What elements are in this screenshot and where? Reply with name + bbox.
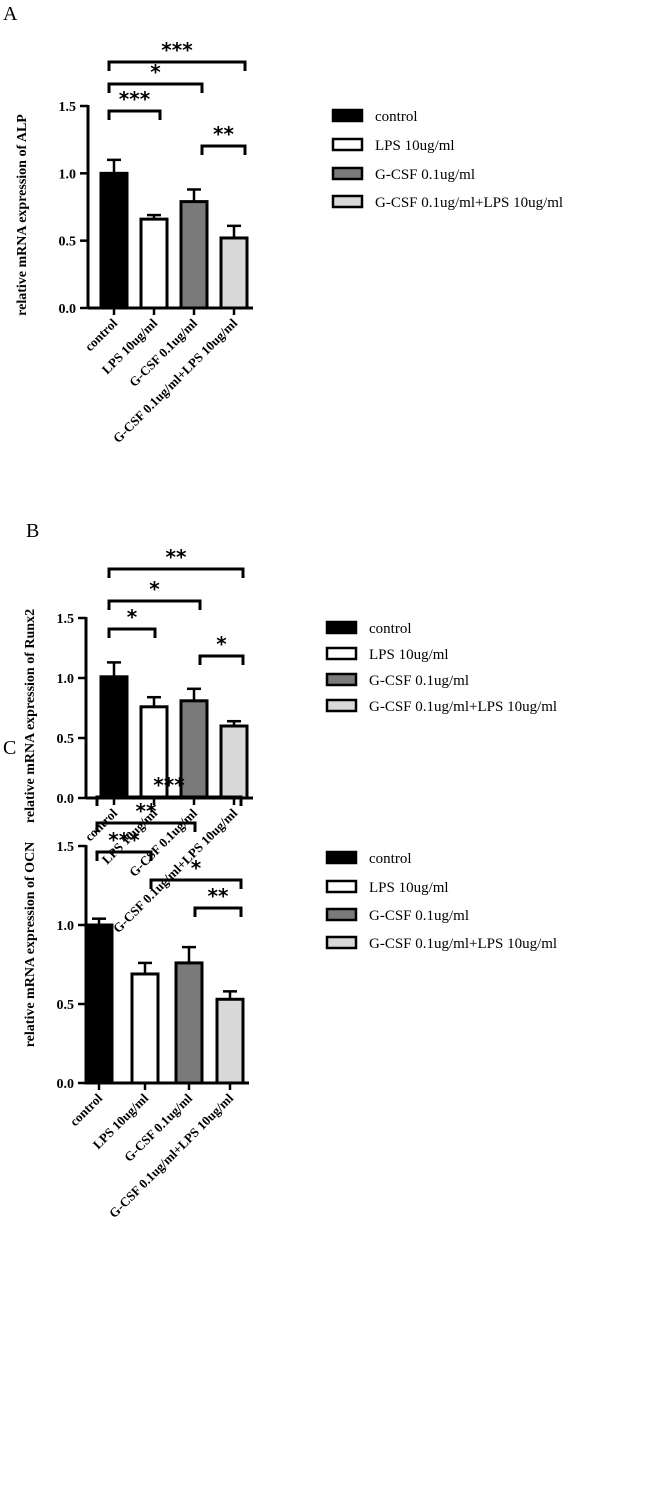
legend-swatch bbox=[325, 879, 358, 894]
significance-bracket bbox=[107, 109, 162, 120]
significance-bracket bbox=[149, 878, 243, 889]
chart-panel-b: B 0.0 0.5 1.0 1.5 relative mRNA expression of… bbox=[23, 520, 557, 936]
significance-label: ** bbox=[208, 884, 229, 908]
significance-label: * bbox=[191, 856, 202, 880]
legend-label: LPS 10ug/ml bbox=[369, 647, 449, 663]
bar-1 bbox=[84, 923, 114, 1085]
significance-bracket bbox=[95, 850, 153, 861]
panel-label: B bbox=[26, 520, 39, 542]
y-axis-title: relative mRNA expression of ALP bbox=[15, 114, 30, 316]
bar-4 bbox=[215, 997, 245, 1085]
significance-label: ** bbox=[213, 122, 234, 146]
significance-bracket bbox=[107, 567, 245, 578]
legend-label: G-CSF 0.1ug/ml bbox=[375, 167, 475, 183]
legend-label: G-CSF 0.1ug/ml bbox=[369, 673, 469, 689]
legend-swatch bbox=[325, 850, 358, 865]
y-tick-label: 1.0 bbox=[57, 672, 75, 687]
legend-label: G-CSF 0.1ug/ml bbox=[369, 908, 469, 924]
significance-bracket bbox=[107, 82, 204, 93]
legend-label: LPS 10ug/ml bbox=[369, 880, 449, 896]
legend-swatch bbox=[325, 935, 358, 950]
y-tick-label: 0.5 bbox=[59, 235, 77, 250]
bar-4 bbox=[219, 724, 249, 800]
significance-label: *** bbox=[153, 773, 185, 797]
significance-label: ** bbox=[166, 545, 187, 569]
legend-swatch bbox=[325, 620, 358, 635]
significance-label: ** bbox=[136, 799, 157, 823]
y-tick-label: 0.0 bbox=[57, 792, 75, 807]
legend-label: control bbox=[369, 621, 412, 637]
chart-panel-c: C 0.0 0.5 1.0 1.5 relative mRNA expression of… bbox=[3, 737, 557, 1221]
x-tick-label: control bbox=[82, 315, 121, 354]
significance-bracket bbox=[107, 599, 202, 610]
legend-swatch bbox=[325, 907, 358, 922]
x-tick-label: control bbox=[67, 1090, 106, 1129]
y-tick-label: 0.0 bbox=[57, 1077, 75, 1092]
bar-2 bbox=[130, 972, 160, 1085]
y-axis-title: relative mRNA expression of OCN bbox=[23, 842, 38, 1048]
significance-label: *** bbox=[119, 87, 151, 111]
legend-swatch bbox=[331, 108, 364, 123]
y-tick-label: 1.5 bbox=[57, 612, 75, 627]
significance-label: *** bbox=[161, 38, 193, 62]
y-tick-label: 1.0 bbox=[59, 167, 77, 182]
bar-4 bbox=[219, 236, 249, 310]
y-tick-label: 0.0 bbox=[59, 302, 77, 317]
legend-swatch bbox=[331, 166, 364, 181]
legend-swatch bbox=[325, 698, 358, 713]
significance-label: * bbox=[150, 60, 161, 84]
y-axis-title: relative mRNA expression of Runx2 bbox=[23, 609, 38, 823]
legend-swatch bbox=[325, 646, 358, 661]
significance-bracket bbox=[95, 795, 243, 806]
significance-bracket bbox=[95, 821, 197, 832]
legend-label: G-CSF 0.1ug/ml+LPS 10ug/ml bbox=[375, 195, 563, 211]
legend-label: G-CSF 0.1ug/ml+LPS 10ug/ml bbox=[369, 699, 557, 715]
bar-2 bbox=[139, 217, 169, 310]
bar-1 bbox=[99, 171, 129, 310]
y-tick-label: 1.0 bbox=[57, 919, 75, 934]
legend-label: control bbox=[369, 851, 412, 867]
significance-bracket bbox=[193, 906, 243, 917]
legend-label: G-CSF 0.1ug/ml+LPS 10ug/ml bbox=[369, 936, 557, 952]
significance-label: * bbox=[149, 577, 160, 601]
significance-label: * bbox=[127, 605, 138, 629]
significance-bracket bbox=[198, 654, 245, 665]
y-tick-label: 0.5 bbox=[57, 732, 75, 747]
y-tick-label: 1.5 bbox=[57, 840, 75, 855]
panel-label: C bbox=[3, 737, 16, 759]
bar-3 bbox=[174, 961, 204, 1085]
legend-swatch bbox=[331, 137, 364, 152]
bar-3 bbox=[179, 200, 209, 310]
x-tick-label: G-CSF 0.1ug/ml bbox=[126, 315, 200, 389]
legend-swatch bbox=[331, 194, 364, 209]
significance-bracket bbox=[200, 144, 247, 155]
chart-panel-a: A 0.0 0.5 1.0 1.5 relative mRNA expression of… bbox=[3, 3, 563, 446]
significance-label: * bbox=[216, 632, 227, 656]
bar-3 bbox=[179, 699, 209, 800]
significance-bracket bbox=[107, 60, 247, 71]
legend-label: control bbox=[375, 109, 418, 125]
bar-1 bbox=[99, 675, 129, 800]
panel-label: A bbox=[3, 3, 18, 25]
legend-swatch bbox=[325, 672, 358, 687]
y-tick-label: 1.5 bbox=[59, 100, 77, 115]
y-tick-label: 0.5 bbox=[57, 998, 75, 1013]
significance-label: *** bbox=[108, 828, 140, 852]
legend-label: LPS 10ug/ml bbox=[375, 138, 455, 154]
significance-bracket bbox=[107, 627, 157, 638]
